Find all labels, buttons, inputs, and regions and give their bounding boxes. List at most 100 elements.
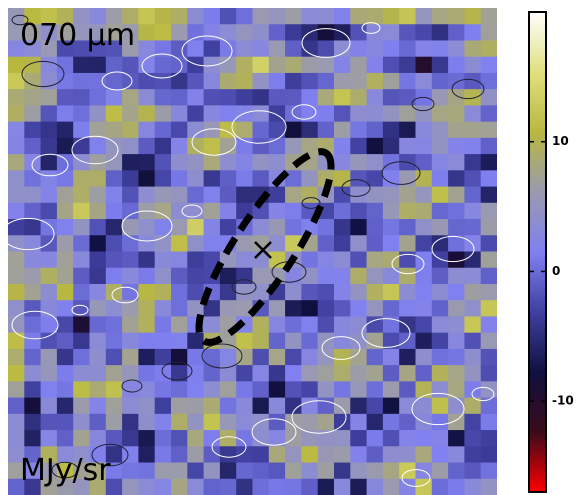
map-pixel bbox=[252, 89, 270, 106]
map-pixel bbox=[334, 332, 351, 350]
map-pixel bbox=[350, 478, 368, 495]
map-pixel bbox=[301, 316, 319, 334]
map-pixel bbox=[171, 283, 188, 301]
map-pixel bbox=[187, 478, 205, 495]
map-pixel bbox=[56, 397, 74, 415]
map-pixel bbox=[171, 56, 188, 74]
map-pixel bbox=[219, 267, 237, 285]
map-pixel bbox=[219, 154, 237, 171]
map-pixel bbox=[382, 8, 400, 25]
map-pixel bbox=[301, 40, 319, 58]
map-pixel bbox=[415, 105, 433, 123]
map-pixel bbox=[317, 283, 335, 301]
map-pixel bbox=[399, 89, 416, 106]
map-pixel bbox=[415, 24, 433, 41]
map-pixel bbox=[268, 251, 286, 269]
contour bbox=[341, 179, 371, 197]
map-pixel bbox=[56, 72, 74, 90]
map-pixel bbox=[334, 348, 351, 366]
map-pixel bbox=[105, 24, 123, 41]
map-pixel bbox=[350, 365, 368, 382]
map-pixel bbox=[431, 186, 449, 204]
map-pixel bbox=[464, 348, 482, 366]
map-pixel bbox=[24, 121, 42, 139]
map-pixel bbox=[154, 24, 172, 41]
map-pixel bbox=[89, 40, 107, 58]
map-pixel bbox=[122, 478, 139, 495]
map-pixel bbox=[219, 170, 237, 188]
map-pixel bbox=[73, 413, 90, 431]
map-pixel bbox=[8, 381, 25, 399]
map-pixel bbox=[219, 413, 237, 431]
map-pixel bbox=[285, 316, 302, 334]
map-pixel bbox=[431, 202, 449, 220]
map-pixel bbox=[382, 219, 400, 236]
contour bbox=[231, 110, 287, 144]
map-pixel bbox=[285, 72, 302, 90]
map-pixel bbox=[480, 397, 497, 415]
map-pixel bbox=[138, 478, 156, 495]
map-pixel bbox=[8, 40, 25, 58]
map-pixel bbox=[448, 137, 465, 155]
map-pixel bbox=[154, 397, 172, 415]
map-pixel bbox=[171, 251, 188, 269]
map-pixel bbox=[301, 300, 319, 317]
map-pixel bbox=[448, 235, 465, 252]
map-pixel bbox=[154, 186, 172, 204]
map-pixel bbox=[105, 40, 123, 58]
map-pixel bbox=[89, 283, 107, 301]
map-pixel bbox=[187, 56, 205, 74]
contour bbox=[71, 135, 119, 165]
map-pixel bbox=[40, 446, 58, 464]
map-pixel bbox=[382, 202, 400, 220]
map-pixel bbox=[480, 267, 497, 285]
map-pixel bbox=[203, 202, 221, 220]
map-pixel bbox=[154, 316, 172, 334]
map-pixel bbox=[480, 381, 497, 399]
map-pixel bbox=[73, 332, 90, 350]
map-pixel bbox=[399, 219, 416, 236]
map-pixel bbox=[448, 89, 465, 106]
map-pixel bbox=[138, 446, 156, 464]
map-pixel bbox=[366, 186, 384, 204]
map-pixel bbox=[138, 267, 156, 285]
map-pixel bbox=[24, 8, 42, 25]
contour bbox=[101, 71, 133, 91]
map-pixel bbox=[382, 186, 400, 204]
map-pixel bbox=[464, 235, 482, 252]
map-pixel bbox=[399, 316, 416, 334]
map-pixel bbox=[431, 413, 449, 431]
map-pixel bbox=[89, 381, 107, 399]
map-pixel bbox=[415, 202, 433, 220]
map-pixel bbox=[285, 40, 302, 58]
map-pixel bbox=[122, 154, 139, 171]
map-pixel bbox=[105, 137, 123, 155]
map-pixel bbox=[382, 478, 400, 495]
map-pixel bbox=[317, 430, 335, 447]
map-pixel bbox=[399, 348, 416, 366]
map-pixel bbox=[24, 300, 42, 317]
map-pixel bbox=[415, 219, 433, 236]
map-pixel bbox=[73, 219, 90, 236]
map-pixel bbox=[171, 478, 188, 495]
map-pixel bbox=[138, 397, 156, 415]
map-pixel bbox=[219, 56, 237, 74]
map-pixel bbox=[89, 413, 107, 431]
map-pixel bbox=[171, 72, 188, 90]
map-pixel bbox=[334, 170, 351, 188]
map-pixel bbox=[24, 348, 42, 366]
map-pixel bbox=[89, 235, 107, 252]
map-pixel bbox=[285, 219, 302, 236]
contour bbox=[161, 361, 193, 381]
map-pixel bbox=[73, 365, 90, 382]
map-pixel bbox=[366, 462, 384, 480]
map-pixel bbox=[187, 137, 205, 155]
map-pixel bbox=[122, 381, 139, 399]
map-pixel bbox=[154, 40, 172, 58]
map-pixel bbox=[464, 137, 482, 155]
contour bbox=[181, 35, 233, 67]
map-pixel bbox=[480, 365, 497, 382]
map-pixel bbox=[73, 430, 90, 447]
map-pixel bbox=[350, 316, 368, 334]
map-pixel bbox=[350, 154, 368, 171]
